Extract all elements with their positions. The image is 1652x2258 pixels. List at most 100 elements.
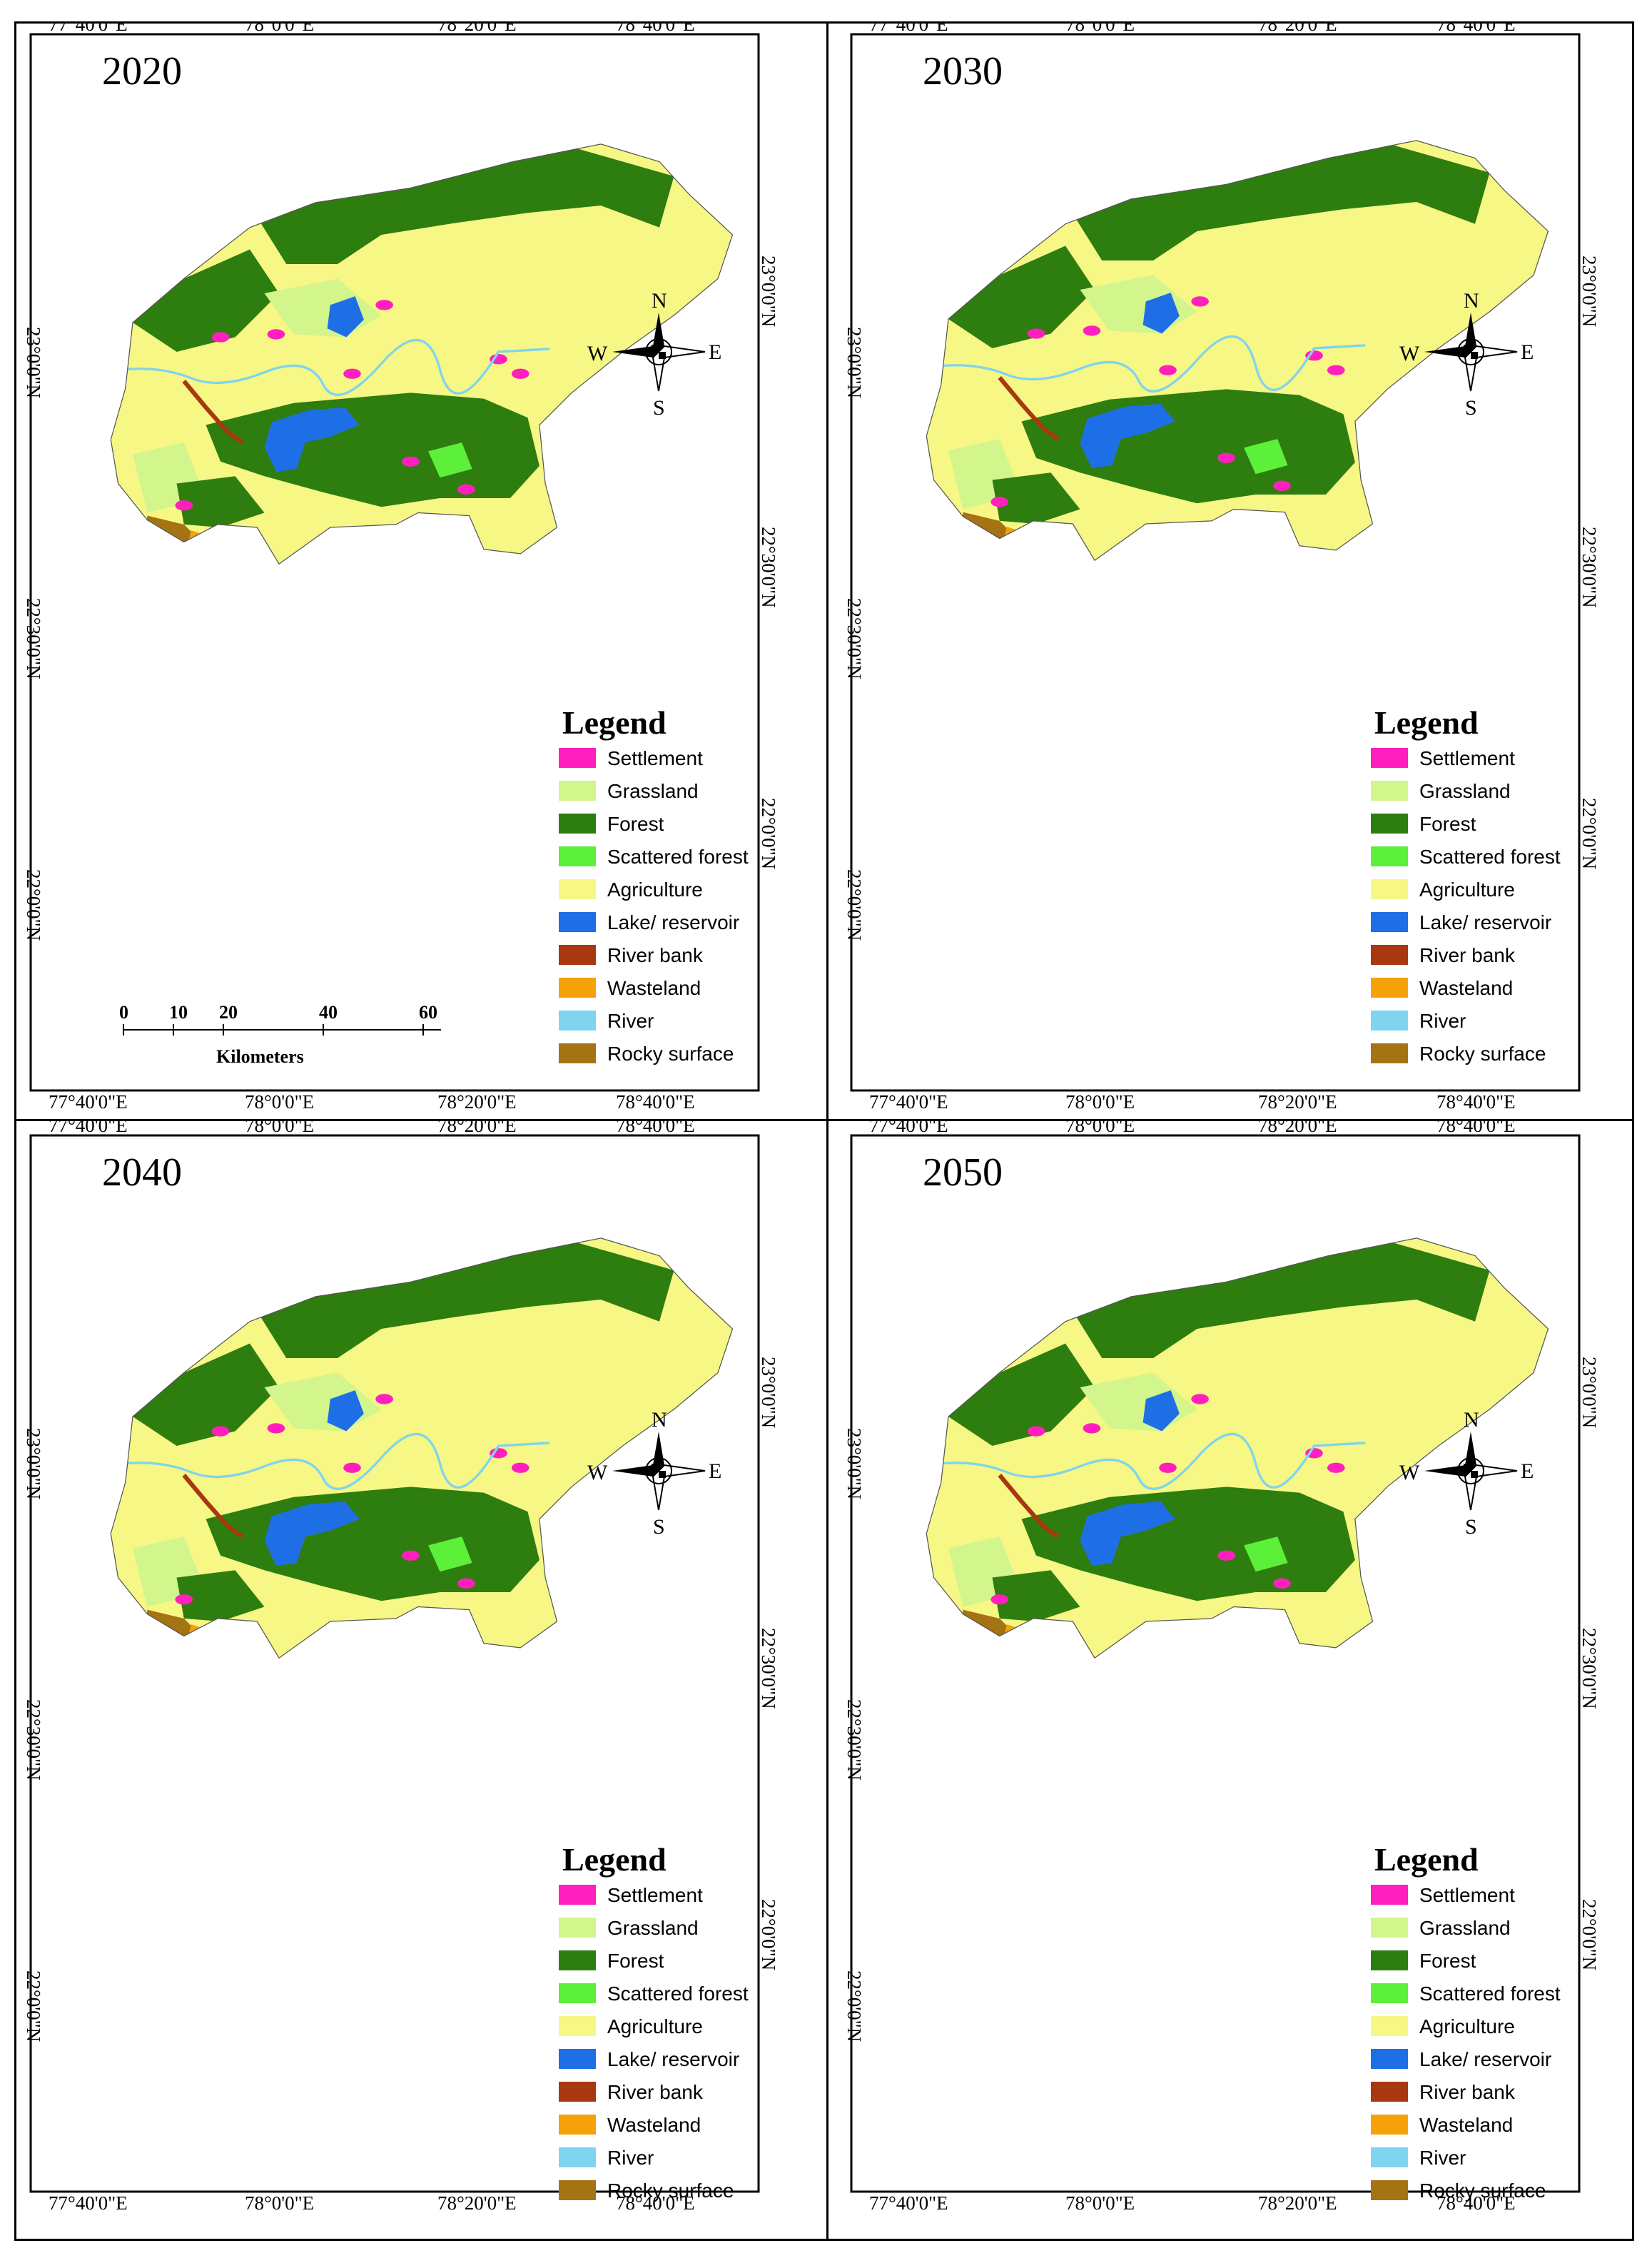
watershed-boundary xyxy=(110,1237,734,1659)
settlement-patch xyxy=(1191,1394,1209,1404)
legend-swatch xyxy=(1371,945,1408,965)
settlement-patch xyxy=(343,1462,361,1473)
legend-swatch xyxy=(1371,2115,1408,2135)
legend-label: Lake/ reservoir xyxy=(607,911,739,933)
top-tick-label: 78°0'0"E xyxy=(245,24,314,35)
legend-label: River bank xyxy=(1419,944,1516,966)
scattered-forest-area xyxy=(1244,439,1288,475)
lake-reservoir xyxy=(1080,403,1175,469)
settlement-patch xyxy=(1217,452,1235,463)
lake-reservoir xyxy=(1142,1390,1180,1432)
compass-w-label: W xyxy=(1399,1461,1420,1484)
left-tick-label: 22°0'0"N xyxy=(23,1970,44,2042)
legend-label: River xyxy=(607,2147,654,2169)
year-label: 2050 xyxy=(923,1150,1003,1195)
scattered-forest-area xyxy=(1244,1536,1288,1572)
legend-label: Lake/ reservoir xyxy=(1419,2048,1551,2070)
settlement-patch xyxy=(1159,365,1177,375)
legend-swatch xyxy=(559,814,596,834)
bottom-tick-label: 78°40'0"E xyxy=(616,1091,695,1113)
bottom-tick-label: 78°20'0"E xyxy=(1258,2192,1337,2214)
scattered-forest-area xyxy=(428,1536,472,1572)
settlement-patch xyxy=(267,329,285,340)
river-line xyxy=(941,1432,1366,1490)
top-tick-label: 77°40'0"E xyxy=(49,24,128,35)
right-tick-label: 23°0'0"N xyxy=(758,255,779,327)
scale-bar-number: 40 xyxy=(319,1002,338,1023)
lake-reservoir xyxy=(1080,1501,1175,1566)
forest-area xyxy=(176,1570,265,1621)
legend-swatch xyxy=(1371,1043,1408,1063)
legend-swatch xyxy=(559,1885,596,1905)
compass-ring xyxy=(1457,338,1484,365)
forest-area xyxy=(948,1343,1095,1446)
settlement-patch xyxy=(343,368,361,379)
compass-n-label: N xyxy=(652,1408,667,1432)
legend-label: Scattered forest xyxy=(607,1983,749,2005)
settlement-patch xyxy=(457,484,475,495)
river-bank-line xyxy=(182,1474,244,1539)
lake-reservoir xyxy=(264,1501,360,1566)
watershed-boundary xyxy=(110,143,734,565)
legend-swatch xyxy=(559,1011,596,1031)
left-tick-label: 22°0'0"N xyxy=(843,1970,865,2042)
bottom-tick-label: 77°40'0"E xyxy=(869,2192,948,2214)
legend-swatch xyxy=(1371,2180,1408,2200)
legend-label: Agriculture xyxy=(1419,879,1515,901)
scattered-forest-area xyxy=(428,442,472,478)
legend-label: Wasteland xyxy=(1419,977,1513,999)
river-bank-line xyxy=(998,376,1060,441)
legend-swatch xyxy=(1371,748,1408,768)
compass-center xyxy=(659,352,666,359)
left-tick-label: 22°0'0"N xyxy=(23,869,44,941)
bottom-tick-label: 78°0'0"E xyxy=(1065,1091,1135,1113)
legend-label: Settlement xyxy=(607,747,703,769)
legend-swatch xyxy=(559,846,596,866)
legend-swatch xyxy=(559,945,596,965)
compass-rose: N S E W xyxy=(1399,289,1534,420)
legend-swatch xyxy=(559,2049,596,2069)
right-tick-label: 22°30'0"N xyxy=(758,527,779,608)
legend-swatch xyxy=(1371,846,1408,866)
bottom-tick-label: 78°0'0"E xyxy=(1065,2192,1135,2214)
legend-label: Grassland xyxy=(607,1917,699,1939)
right-tick-label: 22°30'0"N xyxy=(1578,527,1600,608)
legend-swatch xyxy=(559,2082,596,2102)
legend-title: Legend xyxy=(1374,704,1479,741)
bottom-tick-label: 77°40'0"E xyxy=(49,2192,128,2214)
compass-center xyxy=(659,1471,666,1478)
compass-n-label: N xyxy=(1464,289,1479,313)
compass-arrow-north xyxy=(653,313,664,352)
legend-swatch xyxy=(559,2180,596,2200)
settlement-patch xyxy=(1083,325,1101,336)
settlement-patch xyxy=(490,354,507,365)
compass-ring xyxy=(645,338,672,365)
compass-s-label: S xyxy=(1465,1515,1477,1539)
map-svg-2020: 2020 77°40'0"E 78°0'0"E 78°20'0"E 78°40'0"E 7… xyxy=(23,24,779,1113)
compass-n-label: N xyxy=(1464,1408,1479,1432)
legend-label: Forest xyxy=(1419,813,1476,835)
scale-bar-number: 20 xyxy=(219,1002,238,1023)
map-panel-2050: 2050 77°40'0"E 78°0'0"E 78°20'0"E 78°40'0"E 7… xyxy=(828,1121,1638,2217)
settlement-patch xyxy=(375,1394,393,1404)
watershed-boundary xyxy=(926,140,1549,562)
legend-label: Lake/ reservoir xyxy=(607,2048,739,2070)
legend-label: Grassland xyxy=(1419,1917,1511,1939)
settlement-patch xyxy=(175,500,193,511)
compass-arrow-west xyxy=(1424,1465,1471,1477)
left-tick-label: 23°0'0"N xyxy=(843,1428,865,1499)
bottom-tick-label: 78°0'0"E xyxy=(245,1091,314,1113)
forest-area xyxy=(133,249,279,352)
legend-label: River bank xyxy=(607,2081,704,2103)
legend-label: Forest xyxy=(1419,1950,1476,1972)
legend-label: River bank xyxy=(1419,2081,1516,2103)
compass-e-label: E xyxy=(709,340,721,364)
compass-arrow-north xyxy=(1465,1432,1476,1471)
forest-area xyxy=(948,245,1095,348)
legend-swatch xyxy=(559,978,596,998)
bottom-tick-label: 78°20'0"E xyxy=(1258,1091,1337,1113)
legend-title: Legend xyxy=(562,704,667,741)
top-tick-label: 78°0'0"E xyxy=(245,1121,314,1136)
panel-divider-horizontal xyxy=(16,1119,1632,1121)
legend-swatch xyxy=(559,1918,596,1938)
